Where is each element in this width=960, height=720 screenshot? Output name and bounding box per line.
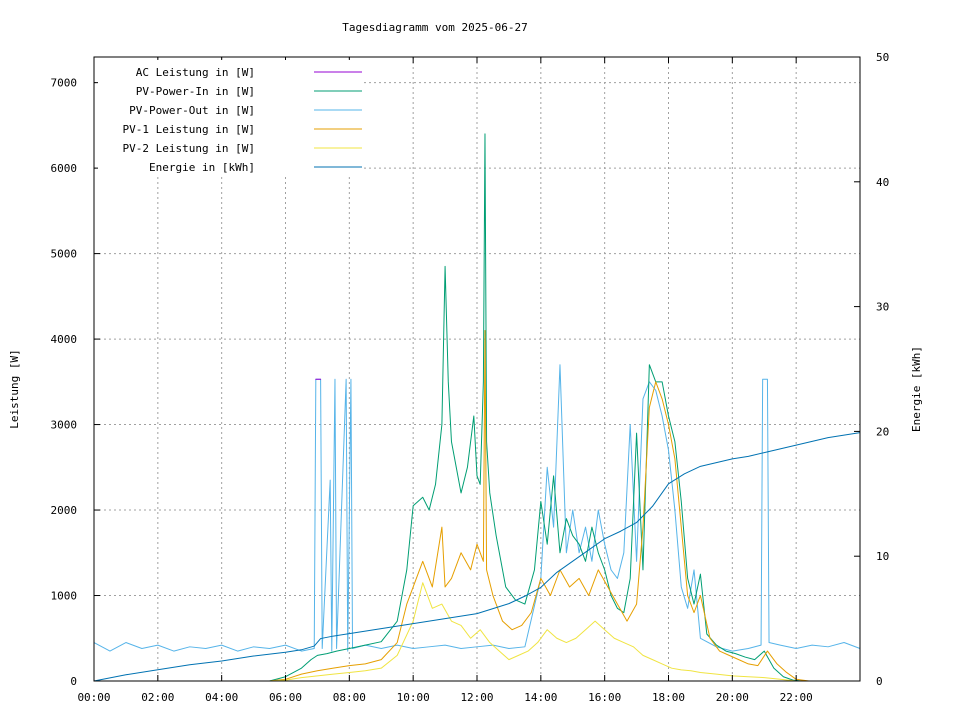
legend-bg-1 [98,79,362,98]
legend-label-0: AC Leistung in [W] [136,66,255,79]
series-line-5 [93,432,861,682]
y-tick-label-6: 6000 [51,162,78,175]
y-tick-label-5: 5000 [51,248,78,261]
y-tick-label-2: 2000 [51,504,78,517]
y2-tick-label-4: 40 [876,176,889,189]
y-tick-label-1: 1000 [51,590,78,603]
x-tick-label-11: 22:00 [780,691,813,704]
x-tick-label-6: 12:00 [460,691,493,704]
legend-label-5: Energie in [kWh] [149,161,255,174]
series-layer [93,133,861,682]
legend: AC Leistung in [W] PV-Power-In in [W] PV-P… [98,60,362,174]
y-tick-label-3: 3000 [51,419,78,432]
legend-bg-2 [98,98,362,117]
x-tick-label-5: 10:00 [397,691,430,704]
x-tick-label-7: 14:00 [524,691,557,704]
legend-bg-4 [98,136,362,155]
legend-label-2: PV-Power-Out in [W] [129,104,255,117]
x-tick-label-9: 18:00 [652,691,685,704]
x-tick-label-1: 02:00 [141,691,174,704]
y2-tick-label-1: 10 [876,550,889,563]
y2-tick-label-2: 20 [876,425,889,438]
y-tick-label-7: 7000 [51,77,78,90]
legend-bg-0 [98,60,362,79]
y-axis-label: Leistung [W] [8,349,21,428]
series-line-4 [93,582,861,682]
legend-bg-3 [98,117,362,136]
x-tick-label-2: 04:00 [205,691,238,704]
legend-bg-5 [98,155,362,174]
legend-label-1: PV-Power-In in [W] [136,85,255,98]
y-tick-label-4: 4000 [51,333,78,346]
x-tick-label-4: 08:00 [333,691,366,704]
y2-tick-label-0: 0 [876,675,883,688]
legend-label-4: PV-2 Leistung in [W] [123,142,255,155]
y2-axis-label: Energie [kWh] [910,346,923,432]
y2-tick-label-3: 30 [876,301,889,314]
legend-label-3: PV-1 Leistung in [W] [123,123,255,136]
x-tick-label-8: 16:00 [588,691,621,704]
x-tick-label-0: 00:00 [77,691,110,704]
x-tick-label-3: 06:00 [269,691,302,704]
tick-labels: 00:00 02:00 04:00 06:00 08:00 10:00 12:00 14:00… [51,51,890,704]
y-tick-label-0: 0 [70,675,77,688]
x-tick-label-10: 20:00 [716,691,749,704]
y2-tick-label-5: 50 [876,51,889,64]
chart-title: Tagesdiagramm vom 2025-06-27 [342,21,527,34]
